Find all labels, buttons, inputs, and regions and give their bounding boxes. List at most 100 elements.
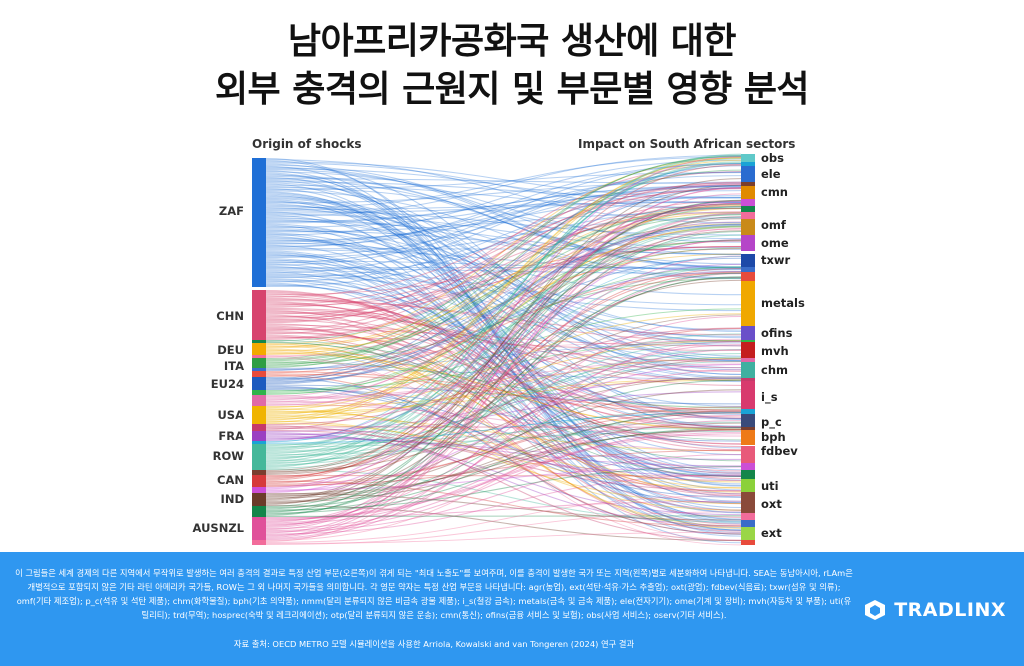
flow-link xyxy=(265,495,742,543)
flow-link xyxy=(265,183,742,318)
flow-link xyxy=(265,280,742,476)
flow-link xyxy=(265,369,742,524)
flow-link xyxy=(265,182,742,357)
title-line-1: 남아프리카공화국 생산에 대한 xyxy=(287,21,737,62)
flow-link xyxy=(265,213,742,249)
flow-link xyxy=(265,217,742,259)
target-node-cmn xyxy=(741,186,755,199)
target-node-mvh xyxy=(741,342,755,358)
title-line-2: 외부 충격의 근원지 및 부문별 영향 분석 xyxy=(214,69,810,110)
flow-link xyxy=(265,202,742,430)
target-label-chm: chm xyxy=(761,363,788,377)
target-node-minor xyxy=(741,378,755,381)
source-label-ind: IND xyxy=(220,492,244,506)
target-node-minor xyxy=(741,470,755,479)
flow-link xyxy=(265,165,742,380)
source-label-ita: ITA xyxy=(223,359,244,373)
flow-link xyxy=(265,422,742,499)
flow-link xyxy=(265,234,742,457)
flow-link xyxy=(265,270,742,406)
flow-link xyxy=(265,273,742,312)
flow-link xyxy=(265,361,742,409)
target-node-minor xyxy=(741,267,755,272)
target-label-obs: obs xyxy=(761,151,784,165)
flow-link xyxy=(265,200,742,520)
flow-link xyxy=(265,223,742,384)
flow-link xyxy=(265,203,742,481)
flow-link xyxy=(265,236,742,427)
flow-link xyxy=(265,429,742,497)
flow-link xyxy=(265,333,742,464)
flow-link xyxy=(265,226,742,467)
flow-link xyxy=(265,386,742,477)
flow-link xyxy=(265,406,742,487)
flow-link xyxy=(265,181,742,335)
flow-link xyxy=(265,247,742,392)
target-label-p-c: p_c xyxy=(761,415,782,429)
flow-link xyxy=(265,326,742,495)
target-label-oxt: oxt xyxy=(761,497,782,511)
flow-link xyxy=(265,190,742,229)
flow-link xyxy=(265,188,742,495)
flow-link xyxy=(265,169,742,256)
flow-link xyxy=(265,292,742,451)
flow-link xyxy=(265,474,742,535)
flow-link xyxy=(265,357,742,546)
target-node-ele xyxy=(741,166,755,182)
flow-link xyxy=(265,343,742,529)
source-node-fra xyxy=(252,431,266,441)
flow-link xyxy=(265,412,742,502)
flow-link xyxy=(265,251,742,513)
flow-link xyxy=(265,154,742,460)
flow-link xyxy=(265,468,742,523)
target-label-omf: omf xyxy=(761,218,786,232)
source-node-minor xyxy=(252,540,266,545)
flow-link xyxy=(265,345,742,493)
source-node-minor xyxy=(252,355,266,358)
flow-link xyxy=(265,216,742,342)
flow-link xyxy=(265,157,742,346)
flow-link xyxy=(265,363,742,492)
flow-link xyxy=(265,278,742,429)
target-label-uti: uti xyxy=(761,479,779,493)
flow-link xyxy=(265,232,742,449)
flow-link xyxy=(265,235,742,509)
flow-link xyxy=(265,378,742,408)
flow-link xyxy=(265,199,742,471)
flow-link xyxy=(265,214,742,362)
flow-link xyxy=(265,206,742,364)
flow-link xyxy=(265,276,742,504)
target-node-obs xyxy=(741,154,755,162)
flow-link xyxy=(265,385,742,504)
flow-link xyxy=(265,253,742,352)
flow-link xyxy=(265,318,742,430)
flow-link xyxy=(265,282,742,531)
flow-link xyxy=(265,200,742,490)
flow-link xyxy=(265,327,742,483)
flow-link xyxy=(265,379,742,509)
flow-link xyxy=(265,275,742,407)
flow-link xyxy=(265,437,742,460)
flow-link xyxy=(265,339,742,441)
flow-link xyxy=(265,180,742,420)
source-node-usa xyxy=(252,406,266,424)
flow-link xyxy=(265,293,742,448)
flow-link xyxy=(265,504,742,542)
source-label-deu: DEU xyxy=(217,343,244,357)
target-node-chm xyxy=(741,362,755,378)
flow-link xyxy=(265,163,742,443)
flow-link xyxy=(265,244,742,485)
flow-link xyxy=(265,239,742,479)
flow-link xyxy=(265,315,742,419)
flow-link xyxy=(265,157,742,421)
flow-link xyxy=(265,252,742,475)
flow-link xyxy=(265,230,742,471)
flow-link xyxy=(265,162,742,449)
flow-link xyxy=(265,162,742,209)
source-node-minor xyxy=(252,441,266,444)
flow-link xyxy=(265,246,742,307)
target-label-cmn: cmn xyxy=(761,185,788,199)
flow-link xyxy=(265,171,742,332)
flow-link xyxy=(265,266,742,393)
flow-link xyxy=(265,196,742,360)
